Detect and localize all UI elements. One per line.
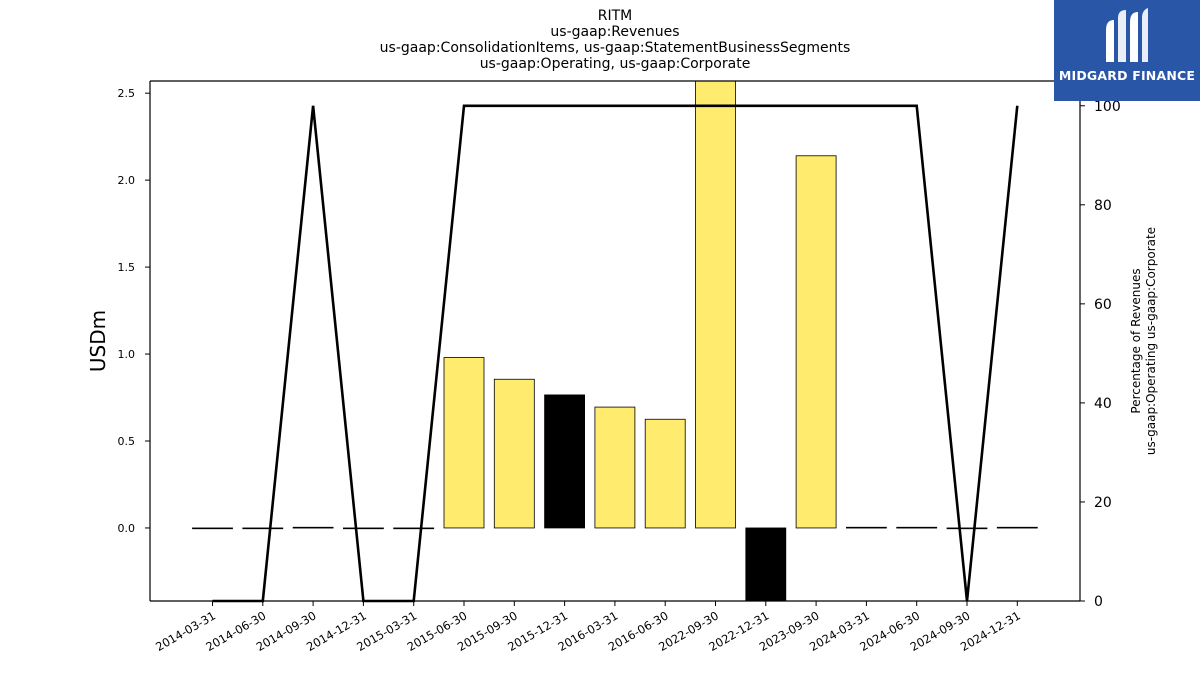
right-tick-label: 60 <box>1094 297 1112 313</box>
bar-2014-09-30 <box>292 526 334 529</box>
bar-2024-09-30 <box>946 527 988 530</box>
logo-mark-icon <box>1106 8 1148 62</box>
bar-2024-06-30 <box>896 526 938 529</box>
chart-title-line-1: RITM <box>597 8 633 24</box>
bar-2014-06-30 <box>242 527 284 530</box>
left-tick-label: 2.5 <box>118 87 136 100</box>
bar-2016-03-31 <box>594 406 636 529</box>
left-tick-label: 1.5 <box>118 261 136 274</box>
y-axis-label: USDm <box>86 309 110 373</box>
right-tick-label: 20 <box>1094 495 1112 511</box>
right-tick-label: 100 <box>1094 99 1121 115</box>
bar-2015-09-30 <box>493 378 535 529</box>
left-tick-label: 2.0 <box>118 174 136 187</box>
bar-2016-06-30 <box>644 418 686 529</box>
left-tick-label: 0.0 <box>118 522 136 535</box>
chart-title-line-4: us-gaap:Operating, us-gaap:Corporate <box>479 56 751 72</box>
logo-text: MIDGARD FINANCE <box>1058 68 1196 83</box>
y2-axis-label: Percentage of Revenues us-gaap:Operating… <box>1129 227 1159 455</box>
chart-title-line-2: us-gaap:Revenues <box>550 24 680 40</box>
right-tick-label: 40 <box>1094 396 1112 412</box>
bar-2015-03-31 <box>393 527 435 530</box>
line-series-percentage <box>212 104 1019 603</box>
bar-2015-12-31 <box>544 394 585 529</box>
right-tick-label: 80 <box>1094 198 1112 214</box>
midgard-finance-logo: MIDGARD FINANCE <box>1054 0 1200 101</box>
y2-axis-label-line-1: Percentage of Revenues <box>1129 268 1143 414</box>
right-tick-label: 0 <box>1094 594 1103 610</box>
x-axis-ticks: 2014-03-312014-06-302014-09-302014-12-31… <box>153 601 1023 654</box>
left-axis-ticks: 0.0 0.5 1.0 1.5 2.0 2.5 <box>118 87 150 535</box>
left-tick-label: 0.5 <box>118 435 136 448</box>
bar-2014-03-31 <box>192 527 233 530</box>
bar-2024-12-31 <box>996 526 1038 529</box>
bars-group <box>192 80 1038 602</box>
bar-2015-06-30 <box>443 357 485 529</box>
line-group <box>212 104 1019 603</box>
chart-title-line-3: us-gaap:ConsolidationItems, us-gaap:Stat… <box>379 40 851 56</box>
bar-2022-09-30 <box>695 80 736 529</box>
bar-2014-12-31 <box>342 527 384 530</box>
bar-2022-12-31 <box>745 527 787 602</box>
left-tick-label: 1.0 <box>118 348 136 361</box>
bar-2024-03-31 <box>846 526 887 529</box>
bar-2023-09-30 <box>795 155 837 529</box>
right-axis-ticks: 0 20 40 60 80 100 <box>1080 99 1121 610</box>
y2-axis-label-line-2: us-gaap:Operating us-gaap:Corporate <box>1144 226 1158 456</box>
